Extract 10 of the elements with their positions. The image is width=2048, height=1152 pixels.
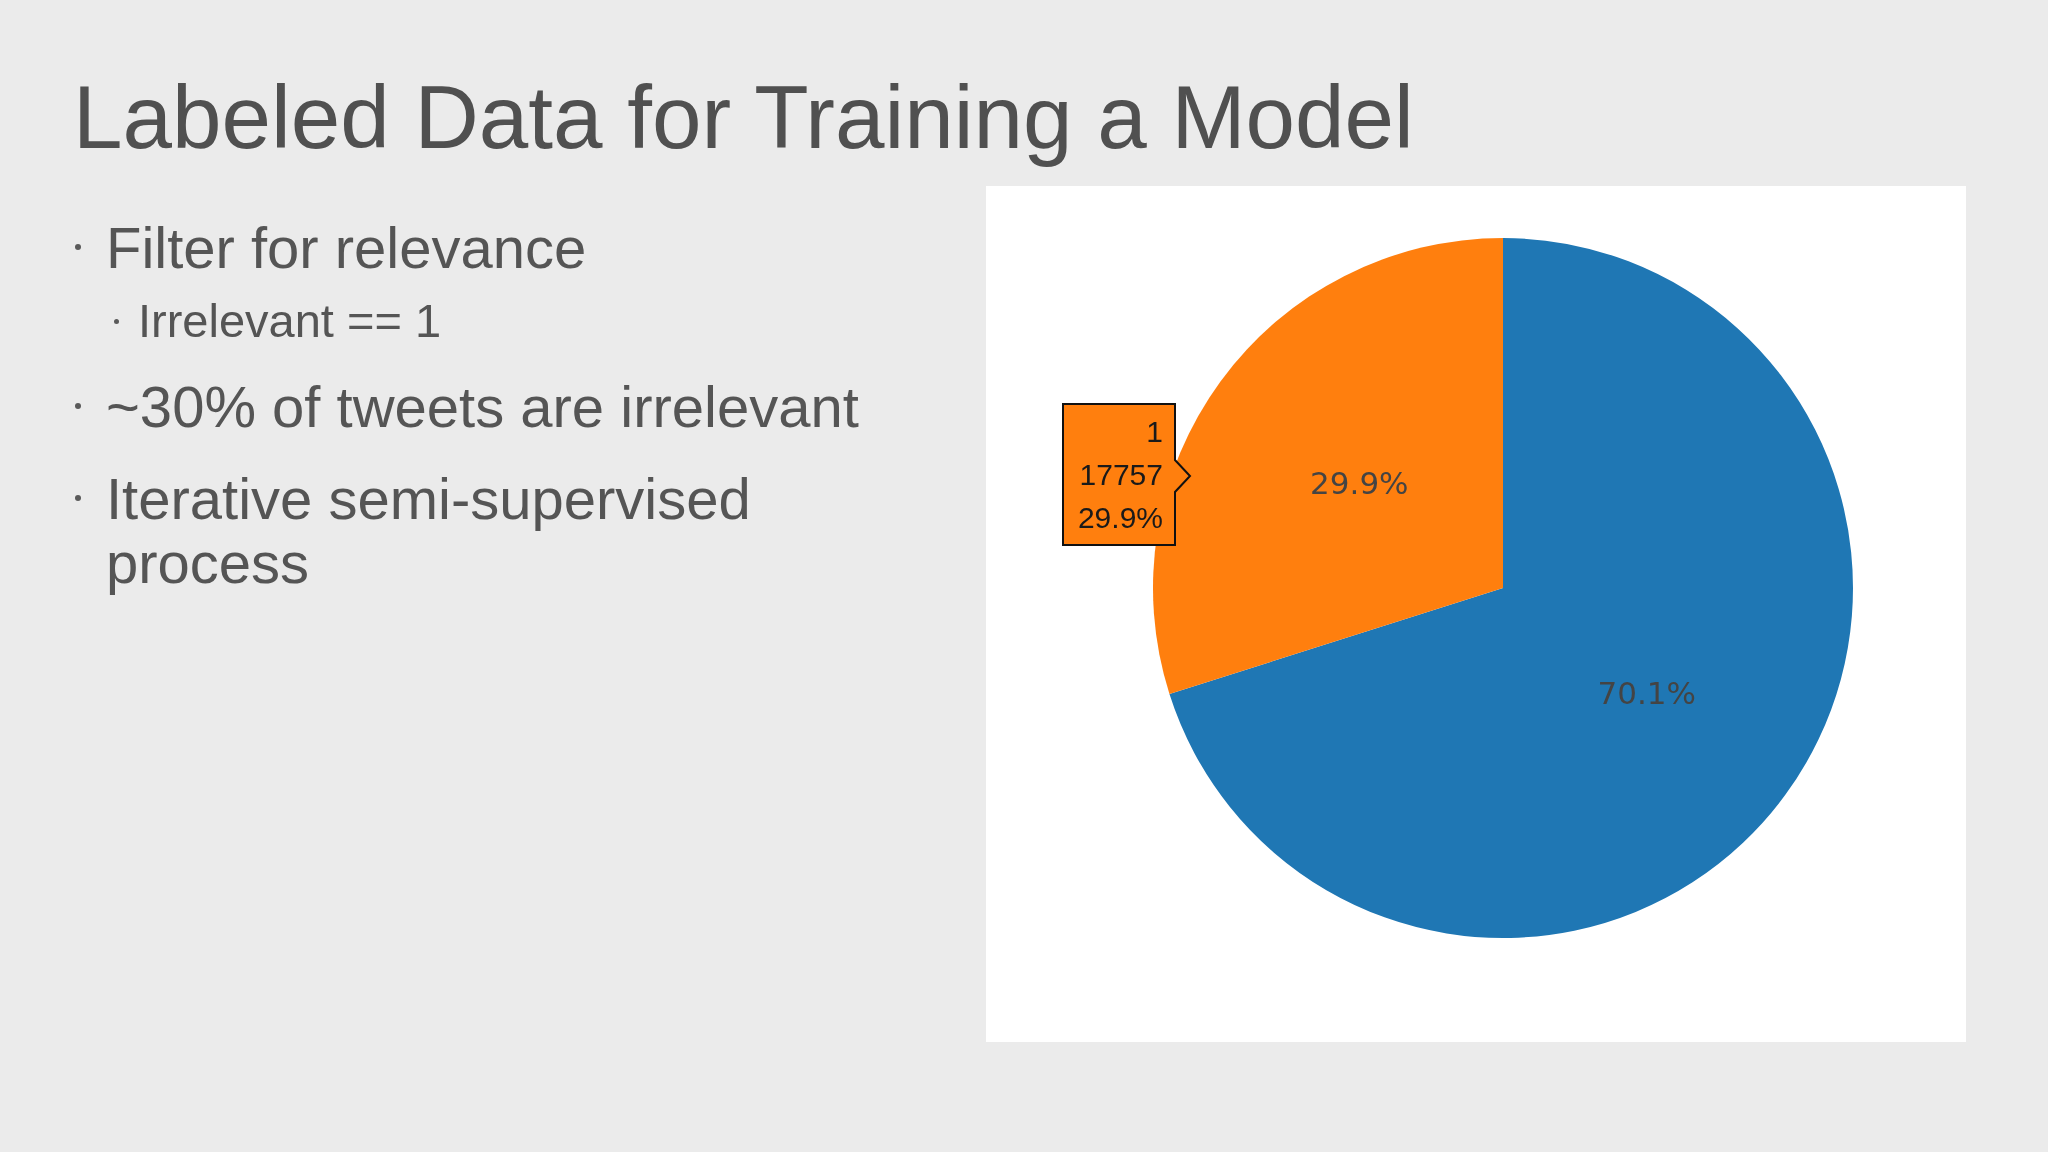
text: ~30% of tweets are irrelevant xyxy=(106,374,859,439)
data-label: 70.1% xyxy=(1597,675,1696,712)
data-label: 29.9% xyxy=(1310,464,1409,501)
chart-title: Labeled Data for Training a Model xyxy=(73,67,1414,167)
text: Irrelevant == 1 xyxy=(138,294,442,347)
text: 17757 xyxy=(1079,457,1163,493)
slice-label: 1 xyxy=(1146,414,1163,450)
text: Filter for relevance xyxy=(106,215,587,280)
text: Iterative semi-supervised process xyxy=(106,466,751,595)
text: 29.9% xyxy=(1077,501,1163,534)
